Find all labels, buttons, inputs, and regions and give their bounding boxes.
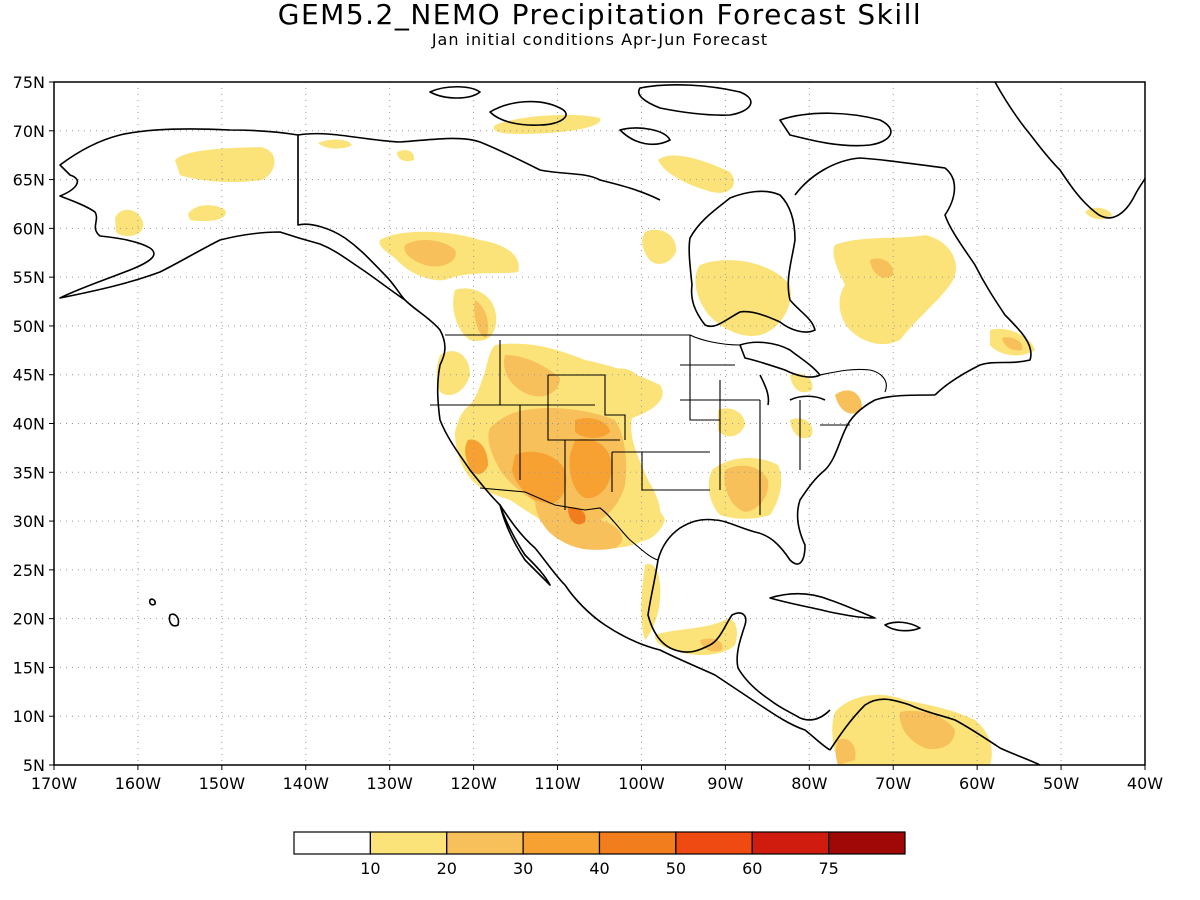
shade-alaska-west [115,209,144,237]
colorbar-label: 30 [513,859,533,878]
lon-tick-label: 130W [367,774,414,793]
shade-southeast-inner [724,465,769,512]
lat-tick-label: 40N [13,415,45,434]
lat-tick-label: 55N [13,268,45,287]
shade-quebec-inner [870,258,894,278]
shade-alaska-north [175,147,275,183]
coast-us-east [647,394,936,721]
shade-us-west-mid [504,355,560,397]
lon-tick-label: 90W [707,774,743,793]
shade-colorado [575,418,610,438]
skill-shading [115,114,1112,765]
coast-canada-west [297,132,661,586]
lat-tick-label: 70N [13,122,45,141]
lon-tick-label: 150W [199,774,246,793]
lat-tick-label: 35N [13,463,45,482]
shade-midwest [718,408,745,437]
coast-cuba [769,592,876,619]
shade-arctic-3 [397,150,415,162]
lat-axis: 75N 70N 65N 60N 55N 50N 45N 40N 35N 30N 25N 20N 15N 1… [13,73,54,775]
shade-midatlantic [790,418,813,439]
lon-tick-label: 110W [534,774,581,793]
colorbar-swatch [293,831,371,855]
shade-newmexico [569,438,612,499]
coast-arctic-islands [429,83,892,147]
shade-california [465,439,488,475]
shade-mexico-north [535,500,623,550]
lon-tick-label: 100W [618,774,665,793]
lon-axis: 170W 160W 150W 140W 130W 120W 110W 100W 90W 80W 70… [31,765,1163,793]
border-us-states [430,335,850,515]
shade-arctic-2 [318,139,352,149]
lat-tick-label: 75N [13,73,45,92]
shade-pnw [436,351,470,396]
shade-mexico-hot [568,507,586,525]
lat-tick-label: 65N [13,171,45,190]
lon-tick-label: 120W [450,774,497,793]
lon-tick-label: 160W [115,774,162,793]
lon-tick-label: 80W [791,774,827,793]
colorbar-swatch [522,831,601,855]
shade-texas [623,504,665,542]
border-us-mexico [479,487,659,561]
shade-great-lakes [790,373,813,393]
lat-tick-label: 45N [13,366,45,385]
lon-tick-label: 50W [1043,774,1079,793]
political-borders [297,135,887,561]
colorbar-label: 75 [818,859,838,878]
lat-tick-label: 15N [13,658,45,677]
coast-mexico-pacific [564,584,831,751]
lon-tick-label: 140W [283,774,330,793]
shade-bc-inner [474,300,489,338]
colorbar-swatch [369,831,448,855]
colorbar-swatch [828,831,906,855]
colorbar-label: 20 [437,859,457,878]
lat-tick-label: 60N [13,219,45,238]
coast-alaska [59,128,406,301]
shade-alaska-south [188,205,226,222]
colorbar-label: 60 [742,859,762,878]
shade-south-america-inner [899,710,955,750]
coast-baja [499,504,551,586]
colorbar-label: 50 [666,859,686,878]
coast-hudson-bay [688,190,816,333]
lat-tick-label: 5N [23,756,45,775]
colorbar: 10 20 30 40 50 60 75 [293,831,906,878]
colorbar-swatch [598,831,677,855]
shade-south-america-west [835,738,856,765]
map-title: GEM5.2_NEMO Precipitation Forecast Skill [277,0,923,31]
lat-tick-label: 10N [13,707,45,726]
colorbar-label: 10 [360,859,380,878]
coast-hawaii [149,598,180,627]
shade-quebec [833,235,956,345]
shade-canada-west-inner [404,239,456,267]
coast-great-lakes [739,341,826,406]
colorbar-label: 40 [589,859,609,878]
colorbar-swatch [751,831,830,855]
lon-tick-label: 40W [1127,774,1163,793]
shade-central-canada [642,229,677,264]
shade-newfoundland-inner [1002,337,1023,351]
lon-tick-label: 60W [959,774,995,793]
lon-tick-label: 70W [875,774,911,793]
lat-tick-label: 50N [13,317,45,336]
lon-tick-label: 170W [31,774,78,793]
lat-tick-label: 30N [13,512,45,531]
coast-hispaniola [884,621,921,632]
coast-greenland [994,81,1146,219]
colorbar-swatch [446,831,524,855]
coast-south-america [829,698,1041,766]
lat-tick-label: 25N [13,561,45,580]
shade-northeast [835,390,862,414]
map-subtitle: Jan initial conditions Apr-Jun Forecast [431,30,769,49]
coast-labrador [794,157,1032,396]
map-area [53,81,1146,766]
colorbar-swatch [675,831,753,855]
shade-greenland [1085,207,1112,220]
lat-tick-label: 20N [13,610,45,629]
coastlines [59,81,1146,766]
shade-hudson-north [658,155,734,193]
